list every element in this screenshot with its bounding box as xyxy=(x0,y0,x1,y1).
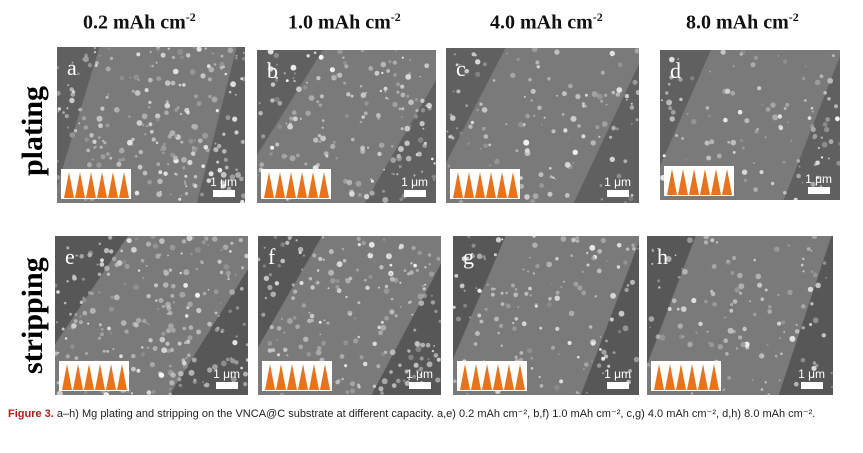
row-label-stripping: stripping xyxy=(16,257,49,374)
sem-panel-g: g 1 μm xyxy=(453,236,639,395)
cone-array-inset xyxy=(450,169,520,199)
sem-panel-d: d 1 μm xyxy=(660,50,840,200)
cone-array-inset xyxy=(457,361,527,391)
column-header-3: 4.0 mAh cm-2 xyxy=(490,10,603,34)
sem-image xyxy=(453,236,639,395)
figure-label: Figure 3. xyxy=(8,408,54,420)
panel-letter: c xyxy=(456,56,466,81)
sem-panel-e: e 1 μm xyxy=(55,236,248,395)
row-label-plating: plating xyxy=(16,85,49,176)
sem-panel-f: f 1 μm xyxy=(258,236,441,395)
column-header-2: 1.0 mAh cm-2 xyxy=(288,10,401,34)
scale-bar: 1 μm xyxy=(798,368,825,389)
sem-panel-a: a 1 μm xyxy=(57,47,245,203)
sem-panel-c: c 1 μm xyxy=(446,48,639,203)
scale-bar: 1 μm xyxy=(604,176,631,197)
cone-array-inset xyxy=(664,166,734,196)
cone-array-inset xyxy=(651,361,721,391)
panel-letter: f xyxy=(268,244,276,269)
panel-letter: e xyxy=(65,244,75,269)
panel-letter: a xyxy=(67,55,77,80)
scale-bar: 1 μm xyxy=(805,173,832,194)
scale-bar: 1 μm xyxy=(401,176,428,197)
panel-letter: b xyxy=(267,58,278,83)
caption-text: a–h) Mg plating and stripping on the VNC… xyxy=(56,408,816,420)
cone-array-inset xyxy=(262,361,332,391)
scale-bar: 1 μm xyxy=(406,368,433,389)
sem-image xyxy=(57,47,245,203)
cone-array-inset xyxy=(59,361,129,391)
panel-letter: g xyxy=(463,244,474,269)
scale-bar: 1 μm xyxy=(213,368,240,389)
sem-image xyxy=(258,236,441,395)
figure-caption: Figure 3. a–h) Mg plating and stripping … xyxy=(8,406,858,422)
cone-array-inset xyxy=(61,169,131,199)
panel-letter: h xyxy=(657,244,668,269)
sem-panel-h: h 1 μm xyxy=(647,236,833,395)
column-header-1: 0.2 mAh cm-2 xyxy=(83,10,196,34)
sem-image xyxy=(660,50,840,200)
column-header-4: 8.0 mAh cm-2 xyxy=(686,10,799,34)
scale-bar: 1 μm xyxy=(210,176,237,197)
sem-panel-b: b 1 μm xyxy=(257,50,436,203)
scale-bar: 1 μm xyxy=(604,368,631,389)
sem-image xyxy=(446,48,639,203)
panel-letter: d xyxy=(670,58,681,83)
cone-array-inset xyxy=(261,169,331,199)
sem-image xyxy=(55,236,248,395)
